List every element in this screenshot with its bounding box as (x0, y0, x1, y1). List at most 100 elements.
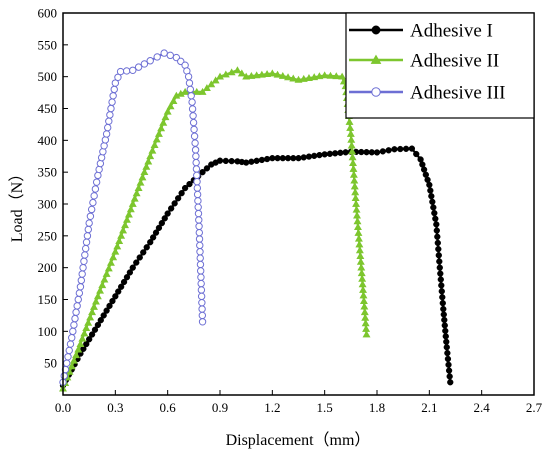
data-point (82, 324, 91, 332)
data-point (103, 307, 110, 314)
data-point (133, 259, 140, 266)
data-point (196, 254, 204, 262)
data-point (315, 72, 324, 80)
data-point (91, 297, 100, 305)
data-point (106, 111, 114, 119)
data-point (134, 63, 143, 71)
data-point (136, 178, 145, 186)
data-point (188, 105, 197, 113)
data-point (299, 74, 308, 82)
data-point (174, 195, 182, 202)
x-tick-label: 0.9 (212, 400, 228, 415)
data-point (358, 148, 365, 156)
data-point (106, 302, 113, 310)
data-point (187, 92, 195, 100)
data-point (94, 321, 102, 329)
data-point (247, 71, 256, 79)
y-tick-label: 550 (38, 37, 58, 52)
data-point (107, 258, 115, 266)
data-point (443, 344, 450, 351)
data-point (121, 221, 129, 229)
data-point (360, 302, 369, 310)
data-point (88, 308, 97, 316)
data-point (78, 270, 86, 278)
data-point (95, 165, 103, 174)
data-point (274, 155, 281, 162)
data-point (198, 87, 207, 95)
data-point (346, 123, 355, 131)
data-point (433, 227, 440, 234)
data-point (258, 156, 266, 164)
data-point (186, 180, 193, 188)
legend: Adhesive I Adhesive II Adhesive III (345, 12, 535, 119)
data-point (350, 176, 359, 184)
data-point (356, 257, 365, 265)
data-point (122, 67, 131, 75)
data-point (194, 203, 202, 211)
data-point (203, 165, 211, 172)
data-point (100, 312, 107, 319)
data-point (305, 153, 313, 160)
data-point (252, 71, 261, 79)
data-point (147, 239, 154, 246)
data-point (63, 359, 71, 367)
data-point (441, 316, 448, 324)
data-point (304, 74, 313, 81)
data-point (77, 276, 86, 285)
data-point (65, 346, 73, 355)
data-point (84, 225, 92, 234)
y-tick-label: 500 (38, 69, 58, 84)
legend-label: Adhesive II (410, 51, 499, 72)
y-tick-label: 400 (38, 133, 58, 148)
data-point (161, 215, 168, 222)
data-point (181, 87, 190, 95)
data-point (109, 253, 118, 261)
data-point (163, 107, 172, 115)
data-point (284, 155, 292, 162)
data-point (349, 170, 358, 178)
x-tick-label: 0.3 (107, 400, 123, 415)
data-point (190, 125, 198, 134)
data-point (86, 212, 95, 220)
data-point (196, 248, 204, 256)
data-point (440, 305, 447, 313)
data-point (80, 257, 88, 265)
data-point (115, 237, 124, 245)
data-point (153, 53, 161, 61)
data-point (427, 187, 434, 194)
data-point (82, 238, 91, 246)
data-point (109, 297, 116, 305)
data-point (397, 145, 404, 153)
data-point (72, 308, 80, 316)
data-point (198, 305, 206, 313)
data-point (195, 222, 203, 230)
data-point (437, 276, 444, 283)
y-tick-label: 450 (38, 101, 58, 116)
data-point (83, 340, 90, 348)
data-point (360, 308, 369, 316)
data-point (443, 338, 450, 345)
data-point (166, 51, 174, 60)
data-point (294, 75, 303, 83)
data-point (93, 292, 102, 300)
data-point (248, 158, 255, 165)
data-point (326, 150, 334, 157)
data-point (357, 263, 366, 271)
data-point (444, 355, 452, 363)
data-point (81, 251, 89, 259)
data-point (311, 152, 318, 160)
x-tick-label: 1.5 (317, 400, 333, 415)
data-point (81, 244, 90, 253)
data-point (426, 181, 433, 189)
data-point (354, 223, 362, 231)
data-point (199, 169, 206, 176)
data-point (353, 217, 362, 225)
x-axis-title: Displacement（mm） (226, 431, 371, 449)
data-point (243, 159, 250, 166)
y-tick-label: 250 (38, 228, 58, 243)
data-point (146, 152, 155, 160)
series-line (62, 147, 452, 386)
data-point (111, 247, 120, 255)
data-point (441, 322, 448, 329)
data-point (109, 92, 117, 100)
